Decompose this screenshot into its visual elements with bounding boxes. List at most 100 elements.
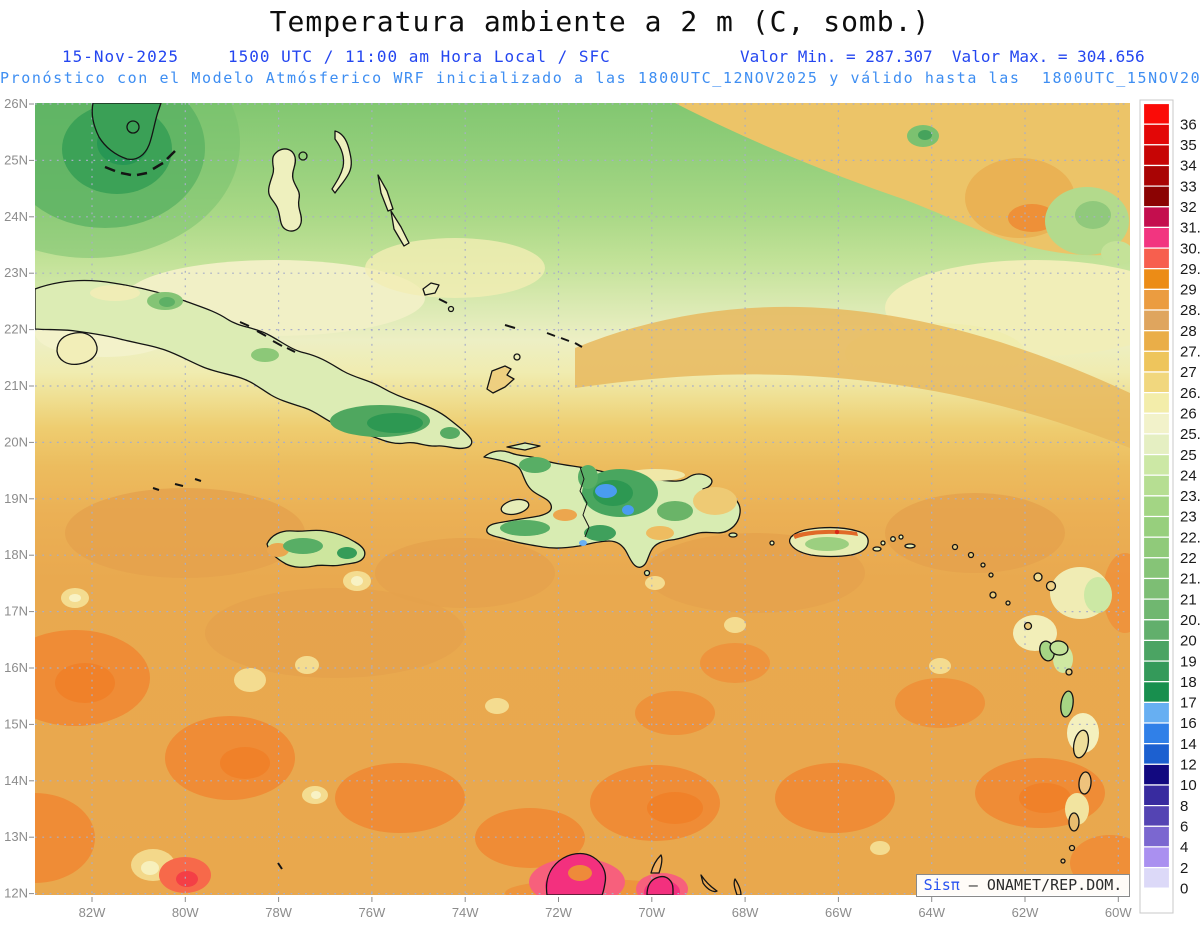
lat-label: 24N	[4, 209, 28, 224]
lon-label: 70W	[638, 905, 665, 920]
colorbar-swatch	[1142, 743, 1171, 765]
colorbar-label: 22	[1180, 550, 1197, 567]
lat-label: 16N	[4, 660, 28, 675]
colorbar-label: 0	[1180, 880, 1188, 897]
colorbar-label: 12	[1180, 757, 1197, 774]
minmax-values: Valor Min. = 287.307 Valor Max. = 304.65…	[740, 47, 1145, 66]
colorbar-swatch	[1142, 722, 1171, 745]
colorbar-swatch	[1142, 825, 1171, 848]
lon-label: 80W	[172, 905, 199, 920]
colorbar-label: 17	[1180, 695, 1197, 712]
colorbar-label: 6	[1180, 819, 1188, 836]
colorbar-swatch	[1142, 309, 1171, 332]
colorbar-swatch	[1142, 866, 1171, 889]
lesser-antilles	[951, 543, 1092, 864]
lon-label: 74W	[452, 905, 479, 920]
lon-label: 64W	[918, 905, 945, 920]
colorbar-swatch	[1142, 474, 1171, 497]
colorbar-swatch	[1142, 887, 1171, 910]
lat-label: 12N	[4, 886, 28, 901]
colorbar-swatch	[1142, 639, 1171, 662]
hispaniola	[483, 442, 775, 577]
colorbar-swatch	[1142, 164, 1171, 187]
colorbar-label: 36	[1180, 116, 1197, 133]
cayman-islands	[152, 478, 202, 491]
colorbar-swatches	[1142, 102, 1171, 910]
lat-label: 15N	[4, 716, 28, 731]
islands	[35, 103, 1092, 895]
colorbar-label: 27	[1180, 364, 1197, 381]
colorbar-label: 31.5	[1180, 220, 1200, 237]
colorbar-label: 16	[1180, 715, 1197, 732]
lon-label: 62W	[1012, 905, 1039, 920]
forecast-subtitle: Pronóstico con el Modelo Atmósferico WRF…	[0, 69, 1200, 87]
colorbar-swatch	[1142, 206, 1171, 229]
colorbar-label: 25.5	[1180, 426, 1200, 443]
colorbar-label: 24	[1180, 467, 1197, 484]
colorbar-label: 28.5	[1180, 302, 1200, 319]
colorbar-label: 2	[1180, 860, 1188, 877]
colorbar-label: 19	[1180, 653, 1197, 670]
colorbar-swatch	[1142, 515, 1171, 538]
colorbar-label: 30.7	[1180, 240, 1200, 257]
colorbar-swatch	[1142, 288, 1171, 311]
lat-label: 14N	[4, 773, 28, 788]
lat-axis: 26N 25N 24N 23N 22N 21N 20N 19N 18N 17N …	[4, 96, 34, 901]
colorbar-swatch	[1142, 557, 1171, 580]
lon-label: 82W	[79, 905, 106, 920]
south-america-coast	[277, 852, 742, 895]
lon-label: 68W	[732, 905, 759, 920]
colorbar-label: 18	[1180, 674, 1197, 691]
colorbar-swatch	[1142, 330, 1171, 352]
colorbar-swatch	[1142, 102, 1171, 125]
colorbar-swatch	[1142, 144, 1171, 167]
colorbar: 36 35 34 33 32 31.5 30.7 29.7 29 28.5 28…	[1139, 99, 1200, 914]
colorbar-swatch	[1142, 433, 1171, 456]
colorbar-swatch	[1142, 123, 1171, 146]
colorbar-label: 35	[1180, 137, 1197, 154]
map-panel	[35, 103, 1130, 895]
colorbar-swatch	[1142, 846, 1171, 869]
colorbar-label: 26	[1180, 406, 1197, 423]
lon-label: 66W	[825, 905, 852, 920]
colorbar-swatch	[1142, 350, 1171, 373]
colorbar-swatch	[1142, 247, 1171, 270]
lat-label: 21N	[4, 378, 28, 393]
colorbar-label: 14	[1180, 736, 1197, 753]
watermark-separator: –	[959, 876, 987, 894]
lat-label: 23N	[4, 265, 28, 280]
hispaniola-lakes	[579, 484, 634, 546]
colorbar-label: 8	[1180, 798, 1188, 815]
cuba	[35, 279, 473, 491]
puerto-rico	[788, 526, 916, 558]
page-title: Temperatura ambiente a 2 m (C, somb.)	[269, 5, 931, 38]
colorbar-label: 23	[1180, 509, 1197, 526]
colorbar-swatch	[1142, 619, 1171, 642]
jamaica	[266, 529, 366, 568]
watermark-org: ONAMET/REP.DOM.	[986, 876, 1123, 894]
lat-label: 26N	[4, 96, 28, 111]
valid-date: 15-Nov-2025	[62, 47, 179, 66]
valid-time: 1500 UTC / 11:00 am Hora Local / SFC	[228, 47, 611, 66]
lon-axis: 82W 80W 78W 76W 74W 72W 70W 68W 66W 64W …	[79, 897, 1132, 920]
colorbar-swatch	[1142, 268, 1171, 290]
colorbar-label: 20	[1180, 633, 1197, 650]
colorbar-label: 4	[1180, 839, 1188, 856]
colorbar-label: 20.5	[1180, 612, 1200, 629]
colorbar-label: 33	[1180, 178, 1197, 195]
colorbar-label: 22.5	[1180, 529, 1200, 546]
lat-label: 18N	[4, 547, 28, 562]
lon-label: 72W	[545, 905, 572, 920]
lon-label: 76W	[359, 905, 386, 920]
min-value: Valor Min. = 287.307	[740, 47, 933, 66]
florida-coast	[91, 103, 176, 177]
colorbar-swatch	[1142, 495, 1171, 518]
colorbar-swatch	[1142, 454, 1171, 476]
colorbar-label: 29	[1180, 282, 1197, 299]
watermark: Sisπ – ONAMET/REP.DOM.	[916, 874, 1130, 897]
colorbar-swatch	[1142, 681, 1171, 703]
lat-label: 17N	[4, 604, 28, 619]
colorbar-label: 23.5	[1180, 488, 1200, 505]
colorbar-swatch	[1142, 185, 1171, 208]
